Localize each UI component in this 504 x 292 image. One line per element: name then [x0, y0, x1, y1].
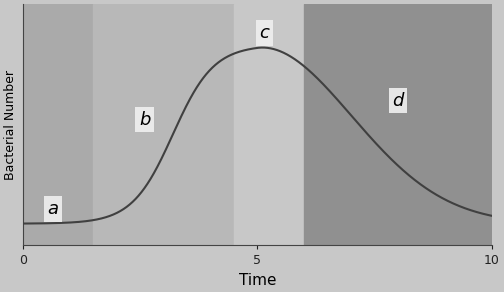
Bar — [234, 4, 304, 245]
Text: b: b — [139, 111, 150, 129]
Text: a: a — [48, 200, 59, 218]
Bar — [23, 4, 93, 245]
X-axis label: Time: Time — [238, 273, 276, 288]
Bar — [304, 4, 492, 245]
Text: d: d — [393, 92, 404, 110]
Text: c: c — [260, 24, 269, 42]
Bar — [93, 4, 234, 245]
Y-axis label: Bacterial Number: Bacterial Number — [4, 70, 17, 180]
